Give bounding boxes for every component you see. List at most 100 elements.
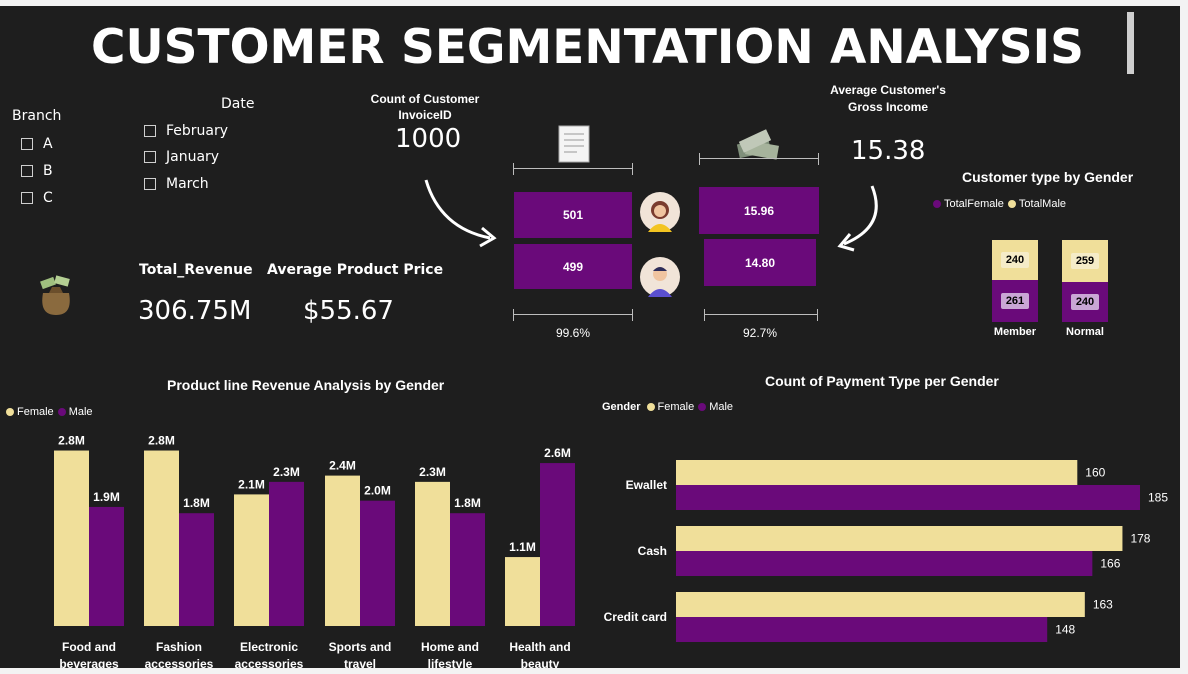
product-chart-legend: Female Male	[2, 406, 93, 418]
data-label: 1.1M	[509, 540, 536, 554]
member-male-segment[interactable]: 240	[992, 240, 1038, 280]
scrollbar-thumb[interactable]	[1127, 12, 1134, 74]
gross-income-label: Average Customer's Gross Income	[830, 83, 946, 114]
date-slicer-title: Date	[221, 96, 255, 112]
checkbox[interactable]	[21, 165, 33, 177]
branch-option-label: C	[43, 190, 53, 206]
income-female-bar[interactable]: 15.96	[699, 187, 819, 234]
legend-dot	[698, 403, 707, 411]
data-label: 160	[1085, 466, 1105, 480]
data-label: 185	[1148, 491, 1168, 505]
data-label: 163	[1093, 598, 1113, 612]
category-label: lifestyle	[428, 657, 473, 668]
legend-label: TotalFemale	[944, 198, 1004, 210]
date-option-march[interactable]: March	[144, 176, 209, 192]
cash-stack-icon	[736, 129, 779, 160]
normal-female-segment[interactable]: 240	[1062, 282, 1108, 322]
data-label: 2.8M	[58, 434, 85, 448]
checkbox[interactable]	[21, 138, 33, 150]
data-label: 148	[1055, 623, 1075, 637]
bar-male	[676, 485, 1140, 510]
bar-female	[676, 460, 1078, 485]
income-pct: 92.7%	[742, 326, 778, 340]
legend-label: Female	[17, 406, 54, 418]
invoice-female-value: 501	[562, 208, 584, 222]
normal-male-value: 259	[1070, 253, 1100, 269]
money-bag-icon	[40, 275, 70, 315]
data-label: 1.8M	[454, 496, 481, 510]
total-revenue-value: 306.75M	[138, 296, 252, 326]
avg-price-label: Average Product Price	[267, 262, 444, 278]
checkbox[interactable]	[144, 125, 156, 137]
checkbox[interactable]	[144, 178, 156, 190]
bar-female	[505, 557, 540, 626]
customer-type-legend: TotalFemale TotalMale	[929, 198, 1066, 210]
member-label: Member	[993, 326, 1037, 338]
bar-female	[144, 450, 179, 626]
legend-title: Gender	[602, 401, 641, 413]
date-option-label: February	[166, 123, 229, 139]
data-label: 2.3M	[273, 465, 300, 479]
normal-male-segment[interactable]: 259	[1062, 240, 1108, 282]
data-label: 2.6M	[544, 446, 571, 460]
arrow-left-icon	[837, 185, 878, 252]
arrow-right-icon	[424, 179, 497, 248]
data-label: 1.8M	[183, 496, 210, 510]
legend-dot	[933, 200, 941, 208]
legend-label: Male	[68, 406, 93, 418]
data-label: 2.0M	[364, 484, 391, 498]
checkbox[interactable]	[21, 192, 33, 204]
data-label: 178	[1130, 532, 1150, 546]
legend-label: Male	[709, 401, 734, 413]
bracket	[513, 163, 633, 175]
bar-male	[676, 617, 1048, 642]
income-female-value: 15.96	[743, 203, 775, 218]
normal-female-value: 240	[1070, 294, 1100, 310]
page-title: CUSTOMER SEGMENTATION ANALYSIS	[91, 20, 1084, 75]
branch-slicer-title: Branch	[12, 108, 62, 124]
normal-label: Normal	[1066, 326, 1104, 338]
branch-option-c[interactable]: C	[21, 190, 53, 206]
data-label: 2.8M	[148, 434, 175, 448]
bracket	[513, 309, 633, 321]
invoice-male-value: 499	[562, 259, 584, 274]
avg-price-value: $55.67	[303, 296, 394, 326]
category-label: Ewallet	[626, 478, 667, 492]
data-label: 2.1M	[238, 477, 265, 491]
category-label: Home and	[421, 640, 479, 654]
bar-male	[269, 481, 304, 626]
legend-label: Female	[657, 401, 695, 413]
checkbox[interactable]	[144, 151, 156, 163]
income-male-value: 14.80	[744, 255, 776, 270]
category-label: Electronic	[240, 640, 298, 654]
bar-male	[676, 551, 1093, 576]
legend-label: TotalMale	[1018, 198, 1066, 210]
member-female-segment[interactable]: 261	[992, 280, 1038, 322]
category-label: Food and	[62, 640, 116, 654]
receipt-icon	[558, 125, 590, 163]
data-label: 2.4M	[329, 459, 356, 473]
invoice-male-bar[interactable]: 499	[514, 244, 632, 289]
income-male-bar[interactable]: 14.80	[704, 239, 816, 286]
category-label: Sports and	[329, 640, 392, 654]
branch-option-b[interactable]: B	[21, 163, 53, 179]
date-option-february[interactable]: February	[144, 123, 228, 139]
male-avatar-icon	[640, 257, 680, 297]
invoice-count-value: 1000	[395, 124, 462, 154]
data-label: 166	[1100, 557, 1120, 571]
bar-female	[415, 481, 450, 626]
date-option-january[interactable]: January	[144, 149, 219, 165]
category-label: Health and	[509, 640, 570, 654]
dashboard-canvas: CUSTOMER SEGMENTATION ANALYSIS Branch A …	[0, 6, 1180, 668]
date-option-label: March	[166, 176, 209, 192]
category-label: Credit card	[604, 610, 667, 624]
category-label: beverages	[59, 657, 119, 668]
product-chart-title: Product line Revenue Analysis by Gender	[167, 377, 445, 393]
branch-option-label: A	[43, 136, 53, 152]
bar-female	[676, 526, 1123, 551]
branch-option-a[interactable]: A	[21, 136, 53, 152]
invoice-female-bar[interactable]: 501	[514, 192, 632, 238]
category-label: travel	[344, 657, 376, 668]
category-label: Cash	[638, 544, 667, 558]
legend-dot	[646, 403, 655, 411]
